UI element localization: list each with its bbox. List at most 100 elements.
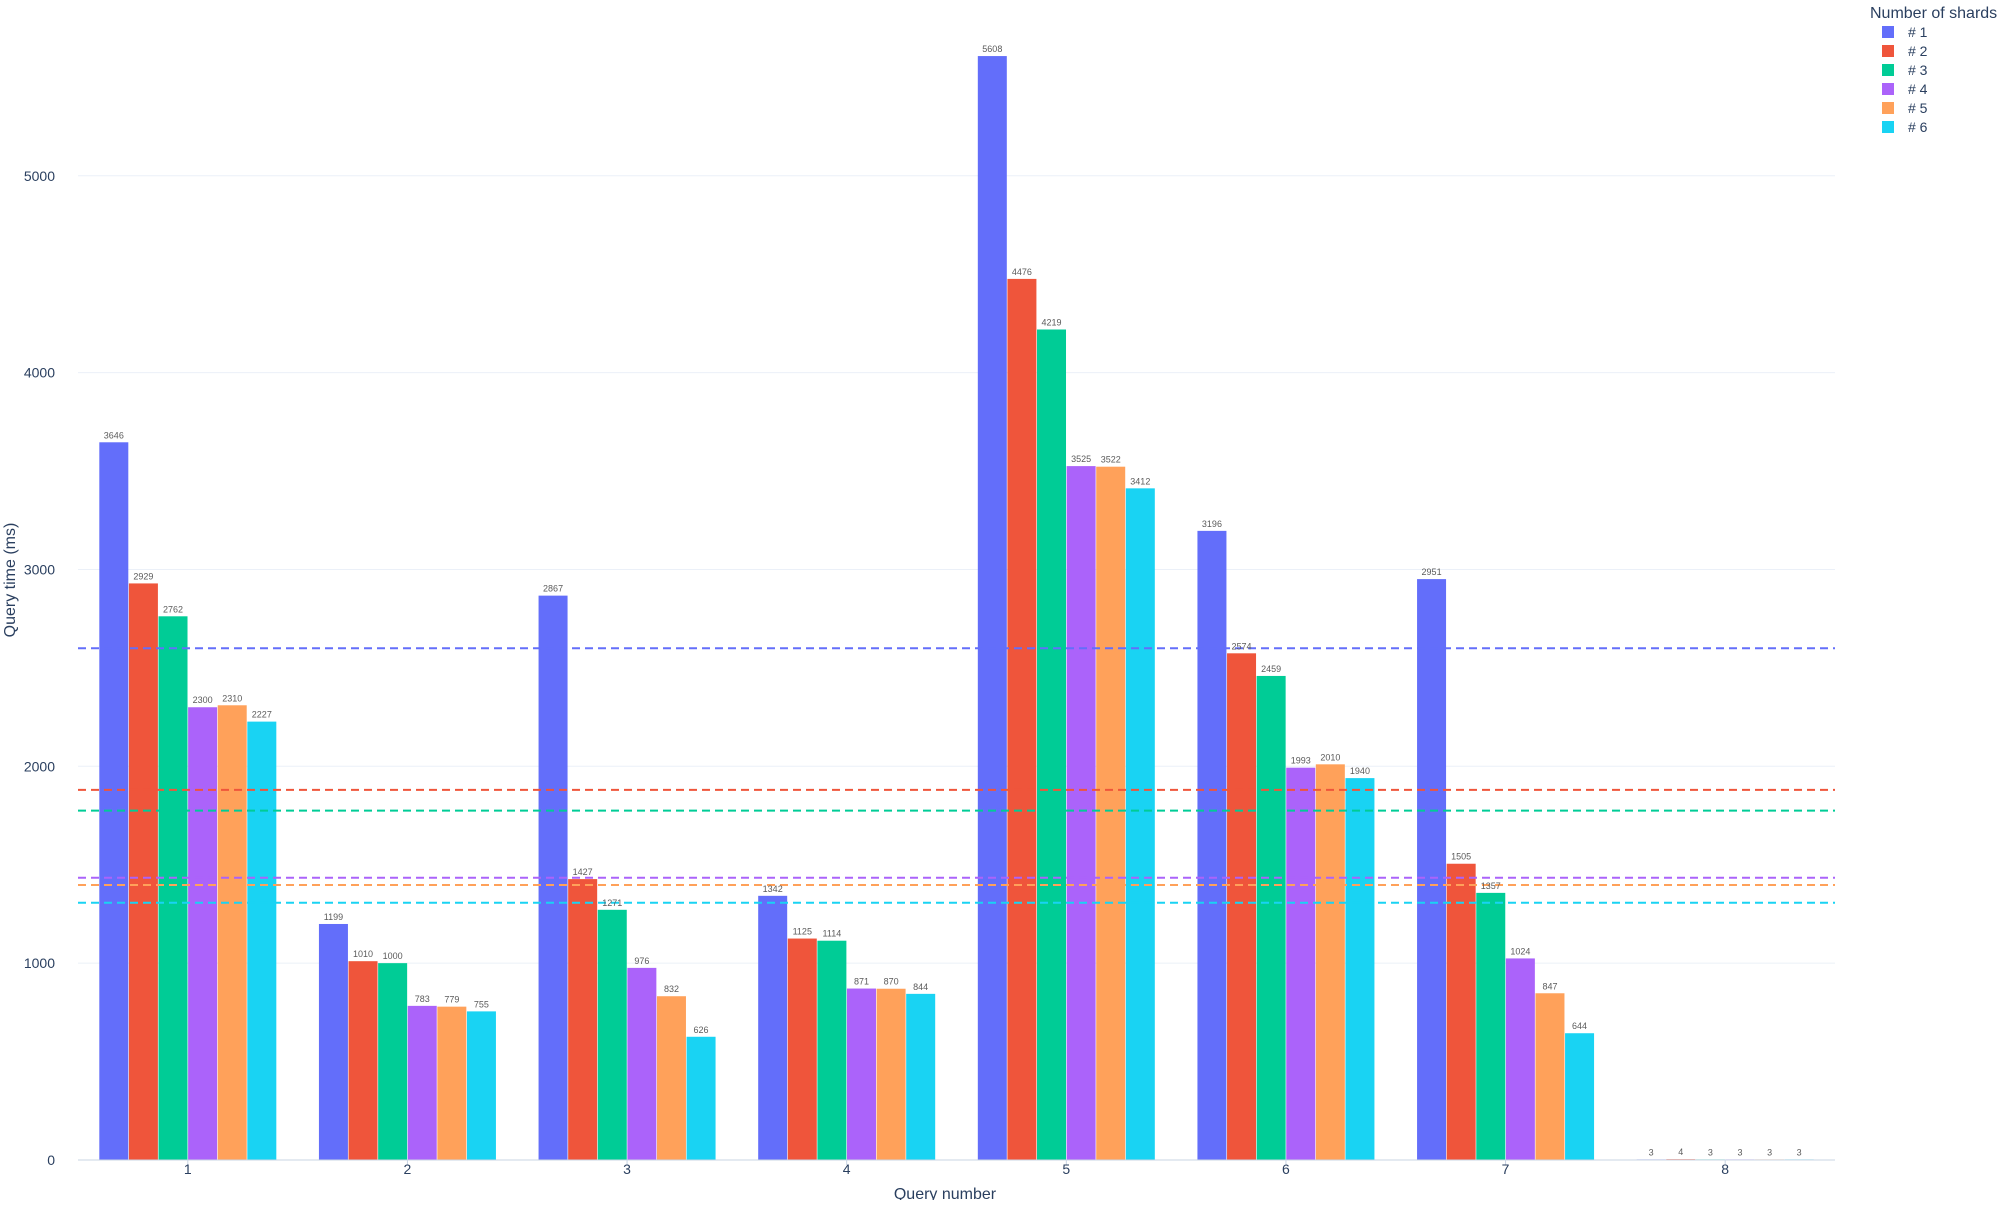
bar xyxy=(1096,466,1126,1160)
bar-value-label: 1993 xyxy=(1291,756,1311,766)
legend-label: # 5 xyxy=(1908,100,1928,116)
legend-items: # 1 # 2 # 3 # 4 # 5 # 6 xyxy=(1882,24,1928,135)
bar-value-label: 976 xyxy=(634,956,649,966)
bar-value-label: 2867 xyxy=(543,584,563,594)
bar xyxy=(1345,778,1375,1160)
bar-value-label: 3412 xyxy=(1130,476,1150,486)
bar xyxy=(1446,863,1476,1160)
bar xyxy=(1125,488,1155,1161)
legend-title: Number of shards xyxy=(1870,5,1997,22)
bar xyxy=(437,1006,467,1160)
bar xyxy=(1417,579,1447,1160)
bar xyxy=(846,988,876,1160)
bars xyxy=(99,56,1814,1161)
y-tick-label: 3000 xyxy=(24,561,55,577)
bar xyxy=(1037,329,1067,1160)
bar-value-label: 1125 xyxy=(793,927,812,937)
bar-value-label: 1342 xyxy=(763,884,783,894)
legend-label: # 4 xyxy=(1908,81,1928,97)
legend-item[interactable]: # 3 xyxy=(1882,62,1928,78)
bar-value-label: 1024 xyxy=(1510,946,1530,956)
bar-value-label: 1010 xyxy=(353,949,373,959)
bar xyxy=(787,938,817,1160)
legend-label: # 1 xyxy=(1908,24,1928,40)
bar xyxy=(1476,892,1506,1160)
bar-value-label: 1505 xyxy=(1451,852,1471,862)
bar-value-label: 1427 xyxy=(573,867,593,877)
bar xyxy=(1286,767,1316,1160)
bar xyxy=(597,909,627,1160)
bar-value-label: 2574 xyxy=(1232,641,1252,651)
bar xyxy=(378,963,408,1160)
bar-value-label: 783 xyxy=(415,994,430,1004)
bar xyxy=(686,1036,716,1160)
x-tick-label: 2 xyxy=(404,1161,412,1177)
bar xyxy=(656,996,686,1160)
bar-value-label: 3 xyxy=(1797,1147,1802,1157)
bar xyxy=(627,967,657,1160)
legend-item[interactable]: # 6 xyxy=(1882,119,1928,135)
y-tick-label: 4000 xyxy=(24,365,55,381)
bar-value-label: 4219 xyxy=(1041,317,1061,327)
bar-value-label: 2010 xyxy=(1320,752,1340,762)
bar-value-label: 3522 xyxy=(1101,455,1121,465)
bar xyxy=(99,442,129,1160)
bar-value-label: 626 xyxy=(694,1025,709,1035)
bar-value-label: 2227 xyxy=(252,710,272,720)
bar xyxy=(1197,530,1227,1160)
x-tick-label: 1 xyxy=(184,1161,192,1177)
bar-value-label: 2762 xyxy=(163,604,183,614)
bar-value-label: 847 xyxy=(1542,981,1557,991)
bar xyxy=(1007,278,1037,1160)
x-tick-label: 4 xyxy=(843,1161,851,1177)
bar xyxy=(1505,958,1535,1160)
bar-value-label: 3 xyxy=(1767,1147,1772,1157)
bar-value-label: 644 xyxy=(1572,1021,1587,1031)
y-tick-label: 1000 xyxy=(24,955,55,971)
bar xyxy=(128,583,158,1160)
bar-value-label: 3 xyxy=(1737,1147,1742,1157)
bar-labels: 3646 2929 2762 2300 2310 2227 1199 1010 1000 783 7… xyxy=(104,44,1802,1157)
bar-value-label: 3 xyxy=(1649,1147,1654,1157)
bar-value-label: 871 xyxy=(854,977,869,987)
legend-swatch xyxy=(1882,102,1894,114)
legend-item[interactable]: # 2 xyxy=(1882,43,1928,59)
legend-swatch xyxy=(1882,83,1894,95)
legend-swatch xyxy=(1882,121,1894,133)
x-tick-label: 3 xyxy=(623,1161,631,1177)
x-tick-label: 8 xyxy=(1721,1161,1729,1177)
bar-value-label: 5608 xyxy=(982,44,1002,54)
bar xyxy=(158,616,188,1160)
mean-lines xyxy=(78,647,1835,904)
bar xyxy=(977,56,1007,1161)
legend-swatch xyxy=(1882,64,1894,76)
legend: Number of shards # 1 # 2 # 3 # 4 # 5 # 6 xyxy=(1870,5,1997,135)
legend-label: # 3 xyxy=(1908,62,1928,78)
bar-value-label: 1000 xyxy=(383,951,403,961)
bar-value-label: 2459 xyxy=(1261,664,1281,674)
bar xyxy=(188,707,218,1160)
bar xyxy=(758,895,788,1160)
y-axis-ticks: 0 1000 2000 3000 4000 5000 xyxy=(24,168,55,1168)
legend-label: # 6 xyxy=(1908,119,1928,135)
y-tick-label: 2000 xyxy=(24,758,55,774)
bar xyxy=(1066,466,1096,1160)
x-axis-title: Query number xyxy=(894,1186,997,1200)
x-tick-label: 6 xyxy=(1282,1161,1290,1177)
bar xyxy=(1256,675,1286,1160)
legend-item[interactable]: # 1 xyxy=(1882,24,1928,40)
bar-value-label: 4476 xyxy=(1012,267,1032,277)
bar xyxy=(1565,1033,1595,1160)
gridlines xyxy=(78,175,1835,964)
bar-value-label: 3196 xyxy=(1202,519,1222,529)
legend-item[interactable]: # 4 xyxy=(1882,81,1928,97)
legend-label: # 2 xyxy=(1908,43,1928,59)
bar-value-label: 2929 xyxy=(133,571,153,581)
legend-item[interactable]: # 5 xyxy=(1882,100,1928,116)
bar-value-label: 1114 xyxy=(823,929,842,939)
bar-value-label: 2300 xyxy=(193,695,213,705)
bar-value-label: 3 xyxy=(1708,1147,1713,1157)
bar xyxy=(568,879,598,1160)
